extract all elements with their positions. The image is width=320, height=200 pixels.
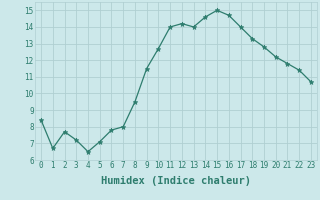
X-axis label: Humidex (Indice chaleur): Humidex (Indice chaleur) xyxy=(101,176,251,186)
